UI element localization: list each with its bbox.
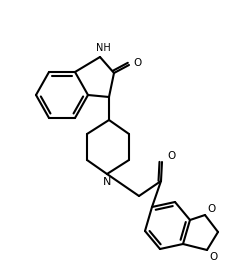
Text: O: O <box>134 58 142 68</box>
Text: O: O <box>210 252 218 262</box>
Text: O: O <box>168 151 176 161</box>
Text: NH: NH <box>96 43 110 53</box>
Text: O: O <box>208 204 216 214</box>
Text: N: N <box>103 177 111 187</box>
